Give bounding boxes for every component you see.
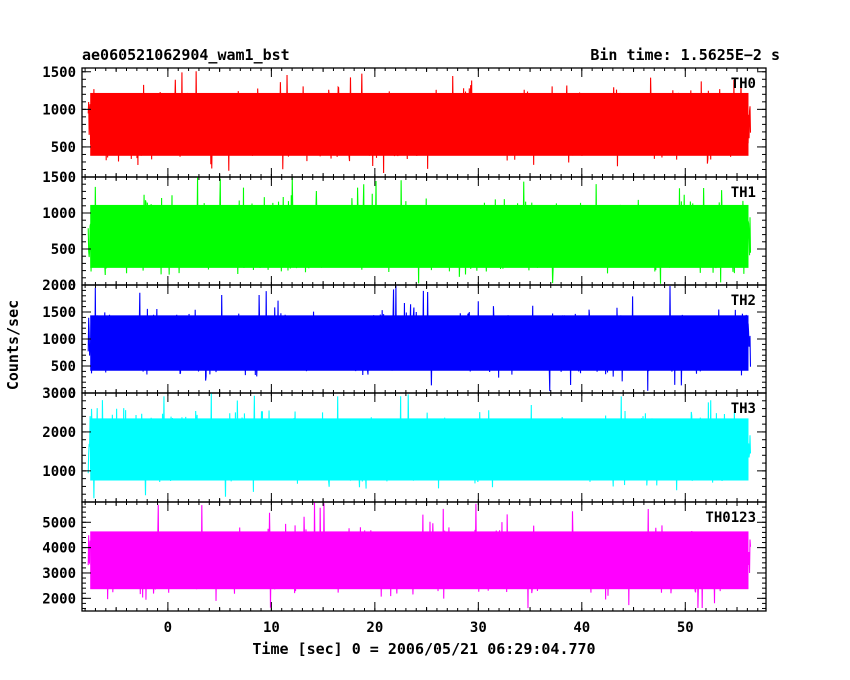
y-tick-label: 1500 (42, 305, 76, 321)
x-tick-label: 0 (164, 620, 172, 636)
series-label-th0123: TH0123 (705, 510, 756, 526)
y-axis-label: Counts/sec (4, 300, 22, 390)
series-core-th3 (90, 418, 749, 481)
y-tick-label: 1000 (42, 464, 76, 480)
series-core-th0 (90, 92, 749, 156)
y-tick-label: 5000 (42, 515, 76, 531)
y-tick-label: 2000 (42, 591, 76, 607)
bin-time-label: Bin time: 1.5625E−2 s (590, 46, 780, 64)
panel-frame (81, 501, 767, 612)
y-tick-label: 500 (51, 140, 76, 156)
panel-th2: 0 500 1000 1500 2000 TH2 (42, 278, 767, 402)
x-axis: 0 10 20 30 40 50 (164, 620, 694, 636)
y-tick-label: 0 (68, 278, 76, 294)
x-tick-label: 10 (263, 620, 280, 636)
y-tick-label: 2000 (42, 425, 76, 441)
y-tick-label: 1000 (42, 332, 76, 348)
y-tick-label: 1000 (42, 206, 76, 222)
series-label-th2: TH2 (731, 293, 756, 309)
chart-title: ae060521062904_wam1_bst (82, 46, 290, 64)
series-core-th2 (90, 315, 749, 371)
x-tick-label: 30 (470, 620, 487, 636)
series-label-th1: TH1 (731, 185, 756, 201)
y-tick-label: 500 (51, 242, 76, 258)
series-label-th0: TH0 (731, 76, 756, 92)
x-tick-label: 40 (573, 620, 590, 636)
y-tick-label: 1000 (42, 102, 76, 118)
panel-th0: 500 1000 1500 TH0 (42, 65, 767, 178)
panel-th0123: 2000 3000 4000 5000 TH0123 (42, 501, 767, 612)
y-tick-label: 2000 (42, 278, 76, 294)
panel-th1: 0 500 1000 1500 TH1 (42, 170, 767, 294)
y-tick-label: 1500 (42, 170, 76, 186)
series-label-th3: TH3 (731, 401, 756, 417)
series-core-th0123 (90, 531, 749, 590)
y-tick-label: 0 (68, 386, 76, 402)
y-tick-label: 4000 (42, 541, 76, 557)
x-tick-label: 20 (366, 620, 383, 636)
y-tick-label: 3000 (42, 566, 76, 582)
panel-th3: 1000 2000 3000 TH3 (42, 386, 767, 503)
x-tick-label: 50 (677, 620, 694, 636)
y-tick-label: 1500 (42, 65, 76, 81)
series-core-th1 (90, 204, 749, 268)
panels-group: 500 1000 1500 TH0 0 500 1000 1500 TH1 0 500 1000 150… (42, 65, 767, 612)
y-tick-label: 3000 (42, 386, 76, 402)
x-axis-label: Time [sec] 0 = 2006/05/21 06:29:04.770 (252, 640, 595, 658)
y-tick-label: 500 (51, 359, 76, 375)
